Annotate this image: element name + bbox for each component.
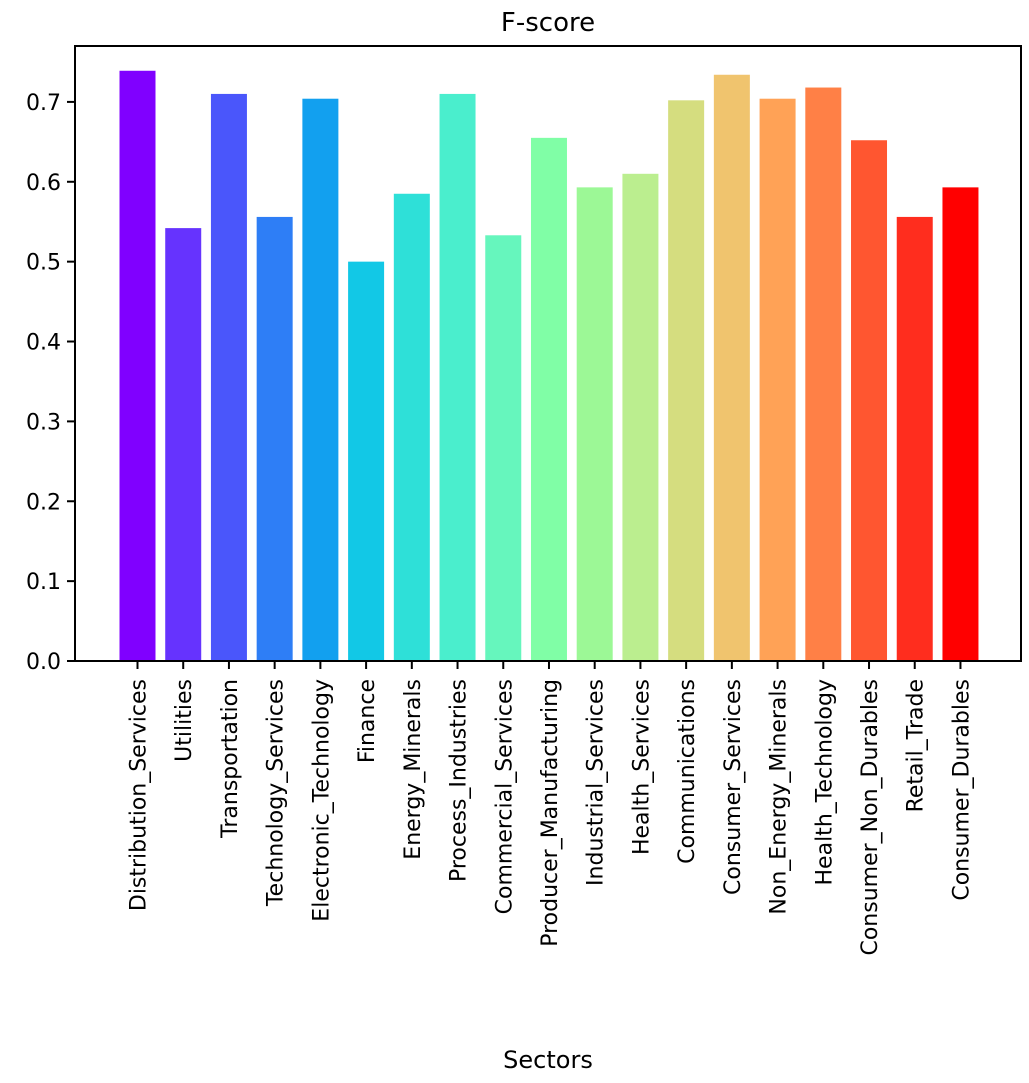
- bar-retail-trade: [896, 216, 933, 662]
- y-axis: 0.0 0.1 0.2 0.3 0.4 0.5 0.6 0.7: [26, 91, 75, 675]
- x-tick-label: Producer_Manufacturing: [538, 679, 563, 947]
- bar-consumer-non-durables: [851, 140, 888, 661]
- y-tick-label: 0.6: [26, 171, 61, 196]
- x-tick-label: Consumer_Durables: [949, 679, 974, 901]
- x-axis: Distribution_Services Utilities Transporta…: [127, 661, 974, 956]
- y-tick-label: 0.2: [26, 490, 61, 515]
- x-tick-label: Health_Technology: [812, 679, 837, 885]
- bar-process-industries: [439, 93, 476, 662]
- x-tick-label: Distribution_Services: [127, 679, 152, 911]
- x-tick-label: Process_Industries: [447, 679, 472, 882]
- x-tick-label: Industrial_Services: [584, 679, 609, 886]
- y-tick-label: 0.5: [26, 251, 61, 276]
- x-tick-label: Consumer_Non_Durables: [858, 679, 883, 956]
- bar-electronic-technology: [302, 98, 339, 661]
- y-tick-label: 0.3: [26, 410, 61, 435]
- bar-non-energy-minerals: [759, 98, 796, 661]
- x-tick-label: Finance: [355, 679, 380, 763]
- bar-communications: [668, 100, 705, 661]
- bar-commercial-services: [485, 235, 522, 661]
- x-tick-label: Health_Services: [629, 679, 654, 855]
- x-tick-label: Consumer_Services: [721, 679, 746, 895]
- bar-finance: [348, 261, 385, 661]
- bar-consumer-services: [713, 74, 750, 662]
- bar-transportation: [210, 93, 247, 662]
- bar-producer-manufacturing: [530, 137, 567, 661]
- bar-series: [119, 70, 979, 662]
- y-tick-label: 0.7: [26, 91, 61, 116]
- x-tick-label: Commercial_Services: [492, 679, 517, 914]
- bar-health-technology: [805, 87, 842, 661]
- plot-frame: [74, 45, 1022, 662]
- x-tick-label: Energy_Minerals: [401, 679, 426, 860]
- bar-technology-services: [256, 216, 293, 662]
- x-tick-label: Retail_Trade: [904, 679, 929, 812]
- x-tick-label: Technology_Services: [264, 679, 289, 907]
- y-tick-label: 0.1: [26, 570, 61, 595]
- bar-utilities: [165, 228, 202, 662]
- bar-energy-minerals: [393, 193, 430, 661]
- y-tick-label: 0.4: [26, 331, 61, 356]
- chart-title: F-score: [501, 8, 595, 38]
- x-tick-label: Utilities: [172, 679, 197, 762]
- x-tick-label: Communications: [675, 679, 700, 864]
- y-tick-label: 0.0: [26, 650, 61, 675]
- x-axis-title: Sectors: [503, 1046, 593, 1074]
- bar-consumer-durables: [942, 187, 979, 662]
- x-tick-label: Electronic_Technology: [309, 679, 334, 922]
- bar-distribution-services: [119, 70, 156, 661]
- bar-health-services: [622, 173, 659, 661]
- x-tick-label: Transportation: [218, 679, 243, 839]
- bar-industrial-services: [576, 187, 613, 662]
- x-tick-label: Non_Energy_Minerals: [767, 679, 792, 915]
